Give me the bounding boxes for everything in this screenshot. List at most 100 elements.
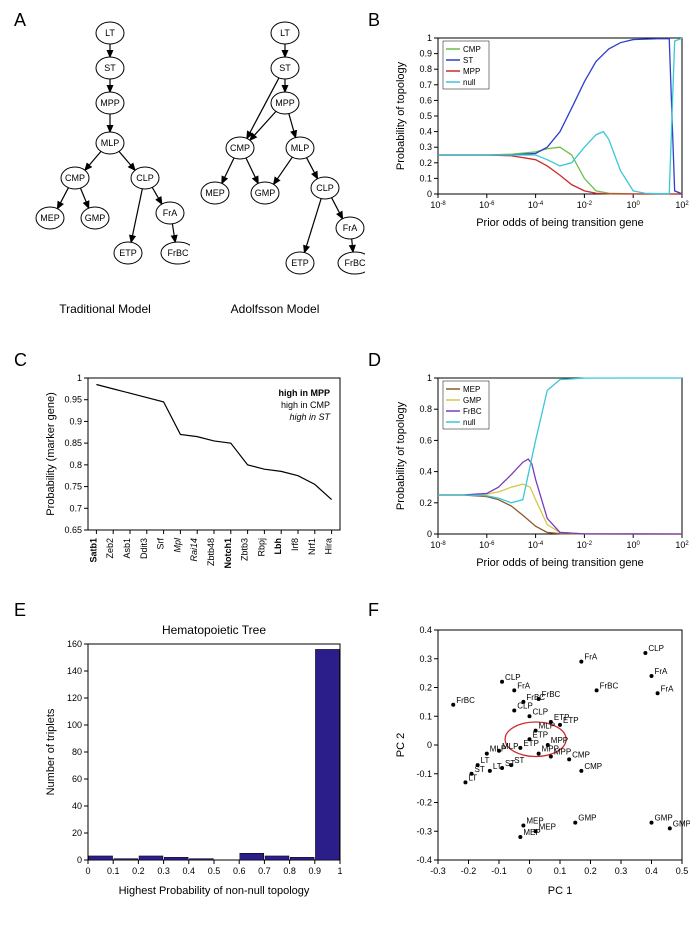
panel-f-chart: -0.3-0.2-0.100.10.20.30.40.5-0.4-0.3-0.2… xyxy=(390,620,690,900)
svg-text:140: 140 xyxy=(67,666,82,676)
svg-text:CMP: CMP xyxy=(584,762,602,771)
svg-text:CLP: CLP xyxy=(648,644,664,653)
adolfsson-caption: Adolfsson Model xyxy=(210,302,340,316)
svg-text:10-4: 10-4 xyxy=(528,540,544,550)
svg-text:0: 0 xyxy=(427,189,432,199)
svg-text:Lbh: Lbh xyxy=(273,538,283,555)
svg-text:100: 100 xyxy=(67,720,82,730)
svg-text:Nrf1: Nrf1 xyxy=(307,538,317,555)
svg-text:0.3: 0.3 xyxy=(419,654,432,664)
svg-text:CLP: CLP xyxy=(533,707,549,716)
svg-text:Probability of topology: Probability of topology xyxy=(395,61,407,170)
svg-text:MPP: MPP xyxy=(100,98,120,108)
svg-text:FrA: FrA xyxy=(655,667,669,676)
svg-text:1: 1 xyxy=(427,33,432,43)
svg-text:10-8: 10-8 xyxy=(430,200,446,210)
svg-text:Srf: Srf xyxy=(156,538,166,550)
panel-label-d: D xyxy=(368,350,381,371)
svg-text:0.1: 0.1 xyxy=(419,711,432,721)
svg-text:0.8: 0.8 xyxy=(419,64,432,74)
svg-text:FrBC: FrBC xyxy=(168,248,189,258)
panel-b-chart: 10-810-610-410-210010200.10.20.30.40.50.… xyxy=(390,30,690,230)
svg-text:GMP: GMP xyxy=(255,188,276,198)
svg-text:-0.3: -0.3 xyxy=(430,866,446,876)
svg-text:0.9: 0.9 xyxy=(419,49,432,59)
figure-root: A B C D E F LTSTMPPMLPCMPCLPMEPGMPFrAETP… xyxy=(10,10,684,916)
svg-text:-0.4: -0.4 xyxy=(416,855,432,865)
svg-text:120: 120 xyxy=(67,693,82,703)
svg-text:PC 2: PC 2 xyxy=(395,733,407,757)
svg-text:0.7: 0.7 xyxy=(419,80,432,90)
svg-text:10-2: 10-2 xyxy=(577,200,593,210)
svg-text:0.85: 0.85 xyxy=(64,438,82,448)
svg-text:Probability of topology: Probability of topology xyxy=(395,401,407,510)
svg-text:0.95: 0.95 xyxy=(64,395,82,405)
svg-text:CLP: CLP xyxy=(136,173,154,183)
svg-text:160: 160 xyxy=(67,639,82,649)
svg-text:0: 0 xyxy=(77,855,82,865)
svg-text:Highest Probability of non-nul: Highest Probability of non-null topology xyxy=(119,885,310,897)
svg-text:MLP: MLP xyxy=(101,138,120,148)
svg-text:Zeb2: Zeb2 xyxy=(105,538,115,559)
svg-text:ST: ST xyxy=(514,756,524,765)
svg-text:LT: LT xyxy=(280,28,290,38)
svg-text:ETP: ETP xyxy=(563,716,579,725)
svg-text:Probability (marker gene): Probability (marker gene) xyxy=(45,392,57,516)
svg-text:MEP: MEP xyxy=(205,188,225,198)
svg-text:Hira: Hira xyxy=(324,538,334,555)
svg-text:CMP: CMP xyxy=(572,750,590,759)
panel-label-e: E xyxy=(14,600,26,621)
svg-text:60: 60 xyxy=(72,774,82,784)
svg-text:10-4: 10-4 xyxy=(528,200,544,210)
panel-label-c: C xyxy=(14,350,27,371)
svg-text:0.8: 0.8 xyxy=(283,866,296,876)
svg-text:ETP: ETP xyxy=(533,730,549,739)
svg-text:FrBC: FrBC xyxy=(600,681,619,690)
svg-text:MLP: MLP xyxy=(291,143,310,153)
svg-text:10-6: 10-6 xyxy=(479,200,495,210)
svg-text:0: 0 xyxy=(427,740,432,750)
svg-text:Rbpj: Rbpj xyxy=(256,538,266,557)
svg-text:Satb1: Satb1 xyxy=(88,538,98,563)
svg-text:0.6: 0.6 xyxy=(419,435,432,445)
svg-text:10-2: 10-2 xyxy=(577,540,593,550)
svg-text:0.2: 0.2 xyxy=(132,866,145,876)
svg-text:-0.3: -0.3 xyxy=(416,826,432,836)
svg-text:ETP: ETP xyxy=(291,258,309,268)
svg-text:CLP: CLP xyxy=(517,702,533,711)
svg-text:ST: ST xyxy=(463,56,473,65)
svg-text:CLP: CLP xyxy=(316,183,334,193)
svg-text:20: 20 xyxy=(72,828,82,838)
svg-text:80: 80 xyxy=(72,747,82,757)
svg-text:0.8: 0.8 xyxy=(419,404,432,414)
svg-text:Prior odds of being transition: Prior odds of being transition gene xyxy=(476,557,644,569)
svg-text:0.1: 0.1 xyxy=(419,173,432,183)
svg-text:FrA: FrA xyxy=(517,681,531,690)
svg-text:FrA: FrA xyxy=(584,653,598,662)
svg-text:0.7: 0.7 xyxy=(258,866,271,876)
svg-text:0.2: 0.2 xyxy=(419,683,432,693)
svg-text:Mpl: Mpl xyxy=(172,537,182,553)
svg-text:0.4: 0.4 xyxy=(419,467,432,477)
traditional-caption: Traditional Model xyxy=(50,302,160,316)
svg-text:0.4: 0.4 xyxy=(183,866,196,876)
svg-text:Rai14: Rai14 xyxy=(189,538,199,562)
svg-text:Number of triplets: Number of triplets xyxy=(45,708,57,795)
svg-text:0.3: 0.3 xyxy=(615,866,628,876)
svg-text:FrA: FrA xyxy=(343,223,358,233)
svg-text:0.6: 0.6 xyxy=(419,95,432,105)
svg-text:10-6: 10-6 xyxy=(479,540,495,550)
svg-text:CMP: CMP xyxy=(65,173,85,183)
svg-text:0.1: 0.1 xyxy=(554,866,567,876)
svg-text:0.75: 0.75 xyxy=(64,482,82,492)
svg-text:Ddit3: Ddit3 xyxy=(139,538,149,559)
svg-text:MEP: MEP xyxy=(463,385,480,394)
svg-text:Zbtb3: Zbtb3 xyxy=(240,538,250,561)
svg-text:MEP: MEP xyxy=(539,822,556,831)
svg-text:GMP: GMP xyxy=(85,213,106,223)
svg-text:0.2: 0.2 xyxy=(584,866,597,876)
svg-text:Zbtb48: Zbtb48 xyxy=(206,538,216,566)
svg-text:FrBC: FrBC xyxy=(542,690,561,699)
svg-text:-0.1: -0.1 xyxy=(416,769,432,779)
svg-text:102: 102 xyxy=(675,540,689,550)
